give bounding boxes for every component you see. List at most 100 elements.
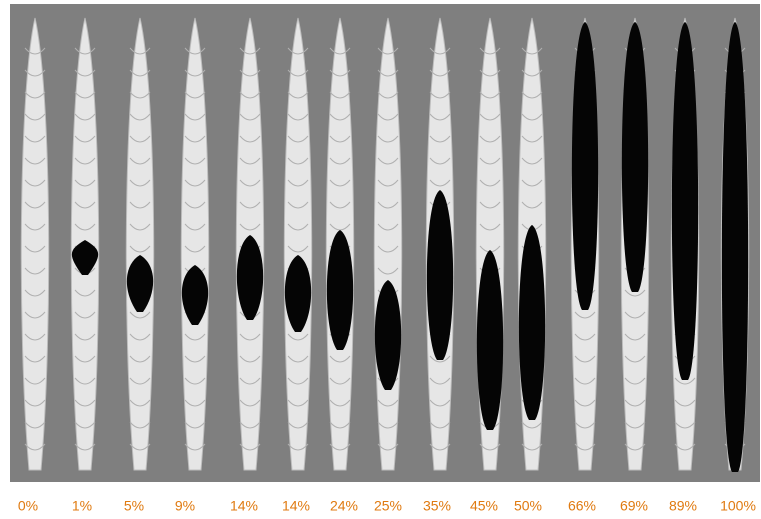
spikelet — [521, 201, 543, 209]
spikelet — [184, 223, 206, 231]
severity-label: 100% — [720, 498, 756, 514]
spikelet — [329, 135, 351, 143]
spikelet — [129, 179, 151, 187]
spikelet — [329, 355, 351, 363]
spikelet — [479, 113, 501, 121]
spikelet — [129, 69, 151, 77]
severity-label: 24% — [330, 498, 358, 514]
infected-region — [284, 255, 312, 332]
spikelet — [521, 179, 543, 187]
spikelet — [521, 443, 543, 451]
spikelet — [74, 399, 96, 407]
spikelet — [377, 69, 399, 77]
infected-region — [426, 190, 454, 360]
spikelet — [429, 91, 451, 99]
spikelet — [574, 377, 596, 385]
spikelet — [574, 311, 596, 319]
spikelet — [184, 421, 206, 429]
spikelet — [674, 443, 696, 451]
spikelet — [429, 135, 451, 143]
spikelet — [287, 245, 309, 253]
spikelet — [521, 157, 543, 165]
ear — [125, 17, 155, 471]
spikelet — [479, 443, 501, 451]
spikelet — [74, 289, 96, 297]
spikelet — [129, 443, 151, 451]
spikelet — [24, 377, 46, 385]
spikelet — [479, 91, 501, 99]
spikelet — [184, 201, 206, 209]
spikelet — [74, 311, 96, 319]
spikelet — [74, 377, 96, 385]
spikelet — [24, 223, 46, 231]
spikelet — [329, 377, 351, 385]
spikelet — [329, 69, 351, 77]
spikelet — [74, 355, 96, 363]
spikelet — [287, 333, 309, 341]
spikelet — [129, 333, 151, 341]
severity-label: 25% — [374, 498, 402, 514]
spikelet — [24, 245, 46, 253]
spikelet — [479, 69, 501, 77]
spikelet — [329, 443, 351, 451]
spikelet — [24, 355, 46, 363]
spikelet — [329, 91, 351, 99]
spikelet — [239, 47, 261, 55]
spikelet — [239, 113, 261, 121]
spikelet — [24, 443, 46, 451]
spikelet — [129, 201, 151, 209]
spikelet — [329, 179, 351, 187]
spikelet — [24, 289, 46, 297]
spikelet — [674, 399, 696, 407]
spikelet — [74, 113, 96, 121]
spikelet — [239, 69, 261, 77]
spikelet — [521, 421, 543, 429]
spikelet — [429, 47, 451, 55]
spikelet — [184, 443, 206, 451]
severity-label: 45% — [470, 498, 498, 514]
spikelet — [521, 69, 543, 77]
spikelet — [24, 333, 46, 341]
infected-region — [571, 22, 599, 310]
spikelet — [429, 443, 451, 451]
spikelet — [377, 91, 399, 99]
infected-region — [374, 280, 402, 390]
spikelet — [74, 223, 96, 231]
severity-label: 14% — [282, 498, 310, 514]
severity-label: 9% — [175, 498, 195, 514]
spikelet — [129, 311, 151, 319]
spikelet — [74, 135, 96, 143]
spikelet — [129, 399, 151, 407]
infected-region — [721, 22, 749, 472]
spikelet — [184, 91, 206, 99]
spikelet — [574, 443, 596, 451]
spikelet — [239, 399, 261, 407]
ear — [283, 17, 313, 471]
spikelet — [74, 47, 96, 55]
spikelet — [287, 377, 309, 385]
spikelet — [129, 421, 151, 429]
spikelet — [377, 201, 399, 209]
infected-region — [476, 250, 504, 430]
spikelet — [674, 421, 696, 429]
spikelet — [24, 69, 46, 77]
spikelet — [129, 223, 151, 231]
spikelet — [429, 355, 451, 363]
infected-region — [181, 265, 209, 325]
spikelet — [74, 333, 96, 341]
spikelet — [184, 179, 206, 187]
spikelet — [24, 421, 46, 429]
spikelet — [287, 201, 309, 209]
spikelet — [377, 223, 399, 231]
spikelet — [624, 311, 646, 319]
spikelet — [239, 91, 261, 99]
wheat-ears — [20, 17, 750, 472]
spikelet — [287, 421, 309, 429]
spikelet — [239, 421, 261, 429]
spikelet — [74, 421, 96, 429]
spikelet — [239, 223, 261, 231]
spikelet — [129, 157, 151, 165]
spikelet — [239, 201, 261, 209]
spikelet — [479, 223, 501, 231]
spikelet — [24, 157, 46, 165]
